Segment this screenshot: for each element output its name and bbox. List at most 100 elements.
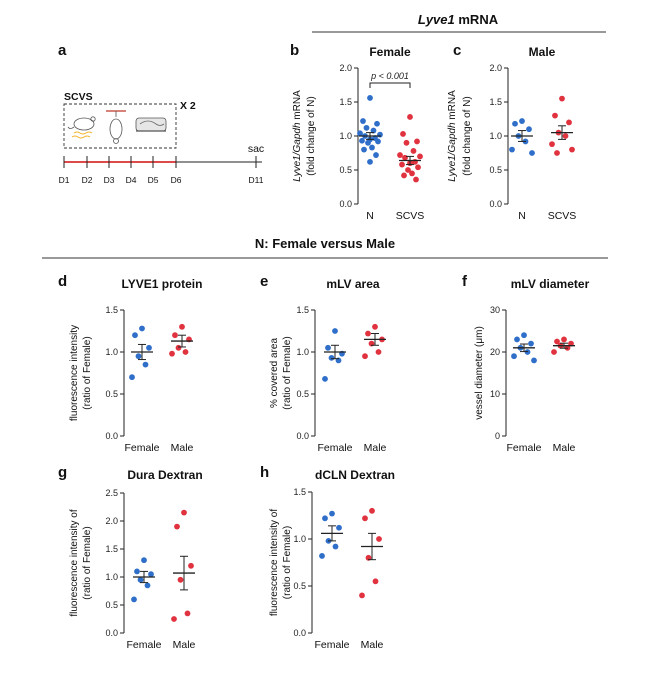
significance-label: p < 0.001 — [370, 71, 409, 81]
panel-e: e mLV area 0.0 0.5 1.0 1.5 Female Male % covered… — [260, 273, 387, 454]
scatter-panels: b Female 0.0 0.5 1.0 1.5 2.0 N SCVS Lyve1/Gapdh m… — [58, 42, 590, 651]
middle-header: N: Female versus Male — [255, 236, 395, 251]
data-point-female — [329, 510, 335, 517]
panel-letter-a: a — [58, 42, 67, 59]
data-point-n — [367, 95, 373, 101]
y-tick-label: 2.0 — [339, 63, 352, 73]
x-category-label: SCVS — [396, 210, 425, 222]
y-tick-label: 1.5 — [293, 487, 306, 497]
data-point-male — [171, 616, 177, 622]
data-point-female — [521, 332, 527, 339]
y-axis-label-2: (fold change of N) — [306, 96, 317, 176]
data-point-n — [529, 150, 535, 156]
panel-letter-c: c — [453, 42, 461, 59]
y-tick-label: 0.5 — [339, 165, 352, 175]
data-point-scvs — [400, 131, 406, 137]
restraint-tube-icon — [135, 117, 167, 132]
data-point-male — [362, 515, 368, 522]
data-point-female — [139, 325, 145, 332]
y-tick-label: 1.5 — [296, 305, 309, 315]
data-point-female — [322, 515, 328, 522]
x-category-label: Male — [364, 442, 387, 454]
repeat-label: X 2 — [180, 100, 196, 112]
data-point-female — [332, 328, 338, 334]
x-category-label: Male — [553, 442, 576, 454]
data-point-female — [332, 543, 339, 550]
data-point-n — [512, 120, 518, 127]
y-axis-label: fluorescence intensity — [69, 325, 80, 421]
timeline-day-label: D11 — [249, 175, 264, 185]
data-point-n — [377, 131, 383, 138]
y-tick-label: 1.5 — [105, 305, 118, 315]
panel-title: Female — [369, 45, 411, 59]
data-point-scvs — [552, 112, 558, 119]
data-point-male — [174, 523, 180, 530]
data-point-scvs — [566, 119, 572, 126]
data-point-n — [370, 127, 377, 134]
timeline-day-label: D2 — [82, 175, 93, 185]
y-axis-label-2: (ratio of Female) — [82, 336, 93, 409]
data-point-n — [361, 146, 367, 153]
data-point-male — [362, 353, 368, 360]
data-point-scvs — [405, 167, 411, 173]
panel-title: mLV area — [326, 277, 379, 291]
y-tick-label: 1.0 — [296, 347, 309, 357]
y-tick-label: 0.5 — [489, 165, 502, 175]
y-axis-label: fluorescence intensity of — [69, 509, 80, 617]
data-point-male — [375, 349, 382, 355]
x-category-label: N — [366, 210, 374, 222]
x-category-label: Male — [171, 442, 194, 454]
y-axis-label-2: (fold change of N) — [462, 96, 473, 176]
panel-c: c Male 0.0 0.5 1.0 1.5 2.0 N SCVS Lyve1/Gapdh mRN… — [447, 42, 576, 222]
data-point-male — [568, 340, 574, 347]
panel-f: f mLV diameter 0 10 20 30 Female Male vessel dia… — [462, 273, 590, 454]
y-axis-label: % covered area — [269, 338, 280, 408]
data-point-female — [322, 375, 328, 382]
data-point-female — [131, 596, 137, 603]
y-tick-label: 0.0 — [105, 431, 118, 441]
data-point-n — [519, 118, 525, 124]
y-axis-label-2: (ratio of Female) — [282, 336, 293, 409]
data-point-n — [359, 137, 365, 144]
panel-letter-g: g — [58, 464, 67, 481]
timeline-ticks: D1 D2 D3 D4 D5 D6 D11 — [59, 156, 264, 185]
sac-label: sac — [248, 143, 264, 155]
data-point-scvs — [569, 146, 575, 153]
data-point-female — [511, 353, 517, 360]
y-axis-label: fluorescence intensity of — [269, 509, 280, 617]
panel-b: b Female 0.0 0.5 1.0 1.5 2.0 N SCVS Lyve1/Gapdh m… — [290, 42, 424, 222]
data-point-male — [182, 349, 189, 355]
data-point-n — [365, 139, 371, 146]
data-point-scvs — [403, 139, 410, 146]
data-point-male — [372, 323, 378, 330]
data-point-n — [509, 146, 515, 153]
panel-letter-b: b — [290, 42, 299, 59]
significance-bracket — [369, 82, 411, 88]
x-category-label: Male — [361, 639, 384, 651]
data-point-male — [365, 330, 371, 337]
data-point-n — [369, 144, 375, 151]
data-point-scvs — [410, 148, 417, 154]
y-axis-label: Lyve1/Gapdh mRNA — [292, 90, 303, 182]
data-point-female — [528, 340, 534, 347]
data-point-scvs — [397, 152, 403, 158]
y-tick-label: 1.0 — [339, 131, 352, 141]
y-axis-label-gene: Lyve1/Gapdh — [292, 122, 303, 182]
data-point-scvs — [554, 150, 560, 156]
data-point-scvs — [399, 161, 405, 168]
data-point-male — [372, 578, 379, 585]
data-point-scvs — [559, 95, 565, 102]
y-tick-label: 0.5 — [296, 389, 309, 399]
data-point-female — [319, 553, 325, 559]
y-tick-label: 1.5 — [339, 97, 352, 107]
data-point-scvs — [562, 133, 569, 139]
y-axis-label: vessel diameter (μm) — [474, 326, 485, 420]
data-point-n — [360, 118, 366, 124]
timeline-day-label: D3 — [104, 175, 115, 185]
data-point-n — [375, 138, 381, 145]
y-tick-label: 20 — [490, 347, 500, 357]
top-header: Lyve1 mRNA — [418, 12, 499, 27]
x-category-label: Female — [314, 639, 349, 651]
data-point-male — [359, 592, 365, 599]
